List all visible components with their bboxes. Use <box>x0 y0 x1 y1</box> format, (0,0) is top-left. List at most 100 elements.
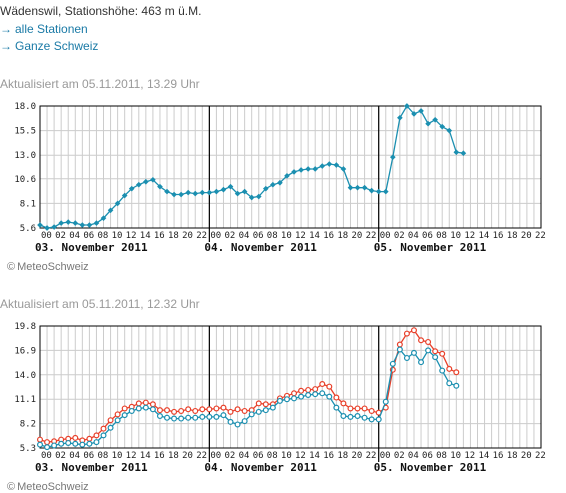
data-point <box>382 398 389 405</box>
data-point <box>156 407 163 414</box>
x-tick-label: 22 <box>196 451 207 461</box>
x-tick-label: 04 <box>239 231 250 241</box>
data-point <box>192 414 199 421</box>
x-tick-label: 22 <box>366 451 377 461</box>
data-point <box>213 188 220 195</box>
data-point <box>262 401 269 408</box>
x-tick-label: 02 <box>224 231 235 241</box>
data-point <box>354 405 361 412</box>
data-point <box>206 406 213 413</box>
data-point <box>255 408 262 415</box>
data-point <box>255 193 262 200</box>
data-point <box>248 194 255 201</box>
x-tick-label: 04 <box>408 231 419 241</box>
data-point <box>262 407 269 414</box>
credit-label: MeteoSchweiz <box>17 481 89 493</box>
y-tick-label: 10.6 <box>14 175 36 185</box>
data-point <box>58 440 65 447</box>
x-tick-label: 22 <box>535 231 546 241</box>
data-point <box>51 224 57 230</box>
y-tick-label: 5.3 <box>20 444 36 454</box>
data-point <box>432 354 439 361</box>
data-point <box>86 440 93 447</box>
data-point <box>156 413 163 420</box>
station-info: Wädenswil, Stationshöhe: 463 m ü.M. <box>0 4 202 18</box>
data-point <box>354 184 361 191</box>
x-tick-label: 08 <box>436 451 447 461</box>
link-ganze-schweiz[interactable]: → Ganze Schweiz <box>0 39 98 53</box>
x-tick-label: 18 <box>168 231 179 241</box>
x-tick-label: 02 <box>394 451 405 461</box>
chart1-plot-frame <box>39 105 542 229</box>
data-point <box>142 404 149 411</box>
x-tick-label: 02 <box>224 451 235 461</box>
data-point <box>291 169 297 175</box>
data-point <box>312 391 319 398</box>
data-point <box>220 404 227 411</box>
data-point <box>93 432 100 439</box>
x-tick-label: 06 <box>422 451 433 461</box>
data-point <box>276 397 283 404</box>
data-point <box>65 439 72 446</box>
x-tick-label: 08 <box>97 231 108 241</box>
data-point <box>382 188 389 195</box>
x-tick-label: 04 <box>69 231 80 241</box>
data-point <box>432 348 439 355</box>
data-point <box>185 406 192 413</box>
data-point <box>36 436 43 443</box>
data-point <box>199 413 206 420</box>
x-tick-label: 20 <box>182 451 193 461</box>
data-point <box>114 411 121 418</box>
data-point <box>100 425 107 432</box>
data-point <box>234 421 241 428</box>
x-tick-label: 12 <box>126 231 137 241</box>
copyright-symbol: © <box>7 261 16 273</box>
data-point <box>213 405 220 412</box>
data-point <box>114 200 121 207</box>
x-tick-label: 00 <box>41 231 52 241</box>
data-point <box>164 414 171 421</box>
x-tick-label: 00 <box>380 231 391 241</box>
data-point <box>453 369 460 376</box>
data-point <box>248 411 255 418</box>
x-tick-label: 08 <box>267 451 278 461</box>
data-point <box>361 414 368 421</box>
x-tick-label: 08 <box>97 451 108 461</box>
data-point <box>396 341 403 348</box>
day-label: 03. November 2011 <box>35 241 148 254</box>
data-point <box>164 407 171 414</box>
data-point <box>347 184 354 191</box>
data-point <box>107 207 114 214</box>
x-tick-label: 02 <box>394 231 405 241</box>
x-tick-label: 14 <box>309 451 320 461</box>
data-point <box>411 111 417 117</box>
data-point <box>121 412 128 419</box>
x-tick-label: 18 <box>507 231 518 241</box>
data-point <box>241 407 248 414</box>
arrow-right-icon: → <box>0 22 12 36</box>
chart1-credit: © MeteoSchweiz <box>7 261 89 273</box>
data-point <box>305 386 312 393</box>
x-tick-label: 16 <box>323 451 334 461</box>
data-point <box>283 396 290 403</box>
data-point <box>86 435 93 442</box>
data-point <box>439 123 446 130</box>
data-point <box>206 413 213 420</box>
data-point <box>439 367 446 374</box>
data-point <box>206 189 213 196</box>
chart1-temperature-plot: 5.68.110.613.015.518.000 02 04 06 08 10 12 14 16… <box>14 102 546 254</box>
y-tick-label: 11.1 <box>14 395 36 405</box>
data-point <box>192 407 199 414</box>
data-point <box>312 386 319 393</box>
x-tick-label: 22 <box>366 231 377 241</box>
data-point <box>121 405 128 412</box>
x-tick-label: 14 <box>140 451 151 461</box>
x-tick-label: 14 <box>140 231 151 241</box>
data-point <box>72 434 79 441</box>
link-alle-stationen[interactable]: → alle Stationen <box>0 22 88 36</box>
x-tick-label: 18 <box>337 231 348 241</box>
data-point <box>58 220 64 226</box>
x-tick-label: 06 <box>253 451 264 461</box>
data-point <box>262 185 269 192</box>
data-point <box>410 327 417 334</box>
